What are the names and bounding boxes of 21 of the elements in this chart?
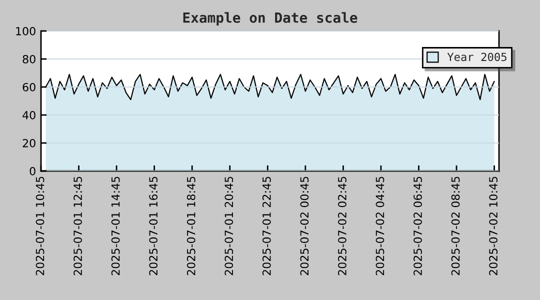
y-tick-label: 20 bbox=[22, 138, 36, 148]
x-tick-label: 2025-07-02 00:45 bbox=[300, 176, 309, 276]
y-tick-label: 100 bbox=[16, 26, 36, 36]
x-tick-label: 2025-07-01 20:45 bbox=[224, 176, 234, 276]
legend-label: Year 2005 bbox=[447, 52, 506, 62]
chart-title: Example on Date scale bbox=[183, 12, 358, 26]
x-tick-label: 2025-07-02 10:45 bbox=[489, 176, 498, 276]
x-tick-label: 2025-07-02 04:45 bbox=[376, 176, 384, 276]
x-tick-label: 2025-07-01 18:45 bbox=[186, 176, 196, 276]
x-tick-label: 2025-07-02 08:45 bbox=[451, 176, 460, 276]
y-tick-label: 60 bbox=[22, 82, 36, 92]
y-tick-label: 80 bbox=[22, 54, 36, 64]
x-tick-label: 2025-07-01 12:45 bbox=[74, 176, 82, 276]
y-tick-label: 0 bbox=[30, 166, 36, 176]
x-tick-label: 2025-07-02 06:45 bbox=[414, 176, 422, 276]
x-tick-label: 2025-07-02 02:45 bbox=[338, 176, 346, 276]
x-tick-label: 2025-07-01 16:45 bbox=[149, 176, 158, 276]
x-tick-label: 2025-07-01 14:45 bbox=[111, 176, 120, 276]
x-tick-label: 2025-07-01 10:45 bbox=[36, 176, 44, 276]
x-tick-label: 2025-07-01 22:45 bbox=[262, 176, 271, 276]
y-tick-label: 40 bbox=[22, 110, 36, 120]
